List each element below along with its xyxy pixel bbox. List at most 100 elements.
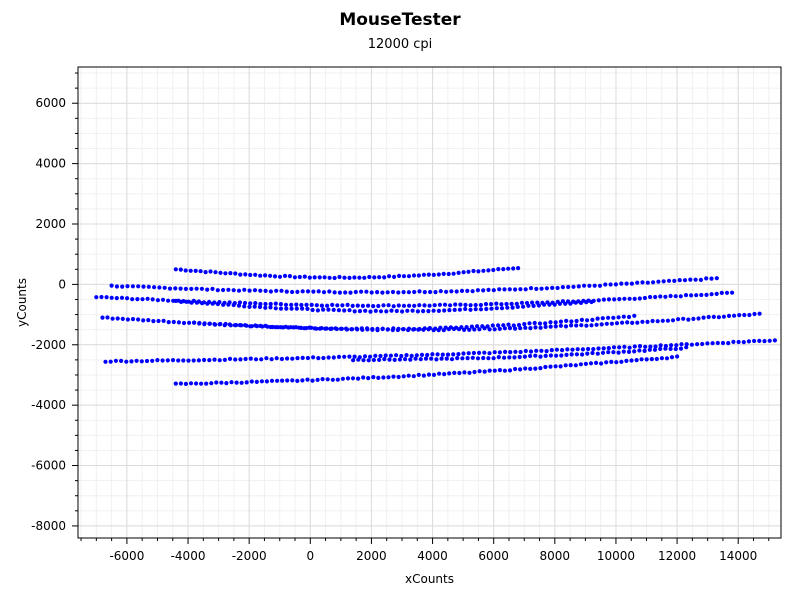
data-point: [714, 276, 719, 281]
data-point: [507, 326, 513, 331]
data-point: [449, 289, 454, 294]
data-point: [421, 373, 426, 378]
data-point: [523, 348, 528, 354]
data-point: [438, 289, 443, 294]
data-point: [461, 270, 466, 275]
data-point: [332, 290, 337, 295]
data-point: [614, 321, 620, 326]
data-point: [316, 289, 321, 294]
data-point: [205, 287, 210, 292]
data-point: [352, 309, 357, 314]
data-point: [630, 320, 635, 325]
data-point: [448, 325, 453, 330]
data-point: [523, 325, 528, 330]
data-point: [724, 290, 730, 295]
data-point: [679, 342, 684, 347]
plot-frame: [77, 66, 782, 539]
data-point: [294, 302, 299, 307]
data-point: [399, 353, 404, 359]
data-point: [268, 305, 273, 310]
data-point: [287, 274, 292, 279]
data-point: [278, 302, 283, 307]
data-point: [236, 303, 242, 308]
data-point: [564, 318, 569, 323]
data-point: [282, 273, 288, 278]
data-point: [414, 353, 419, 358]
data-point: [390, 289, 396, 295]
data-point: [457, 370, 462, 376]
data-point: [635, 280, 640, 285]
data-point: [621, 349, 626, 354]
data-point: [305, 355, 310, 361]
data-point: [362, 275, 367, 280]
data-point: [665, 318, 671, 323]
data-point: [481, 268, 486, 273]
data-point: [325, 377, 330, 382]
data-point: [654, 356, 659, 362]
data-point: [231, 302, 236, 308]
data-point: [487, 368, 492, 373]
data-point: [462, 327, 467, 332]
data-point: [238, 357, 243, 362]
data-point: [396, 374, 401, 380]
data-point: [757, 311, 762, 316]
data-point: [585, 351, 590, 356]
data-point: [676, 317, 681, 322]
data-point: [400, 309, 405, 314]
data-point: [632, 344, 637, 349]
data-point: [453, 302, 458, 307]
data-point: [272, 274, 278, 279]
data-point: [711, 314, 716, 319]
data-point: [171, 319, 176, 325]
data-point: [247, 288, 252, 293]
data-point: [337, 290, 342, 295]
data-point: [371, 304, 376, 309]
data-point: [467, 370, 472, 375]
data-point: [408, 357, 413, 362]
data-point: [518, 326, 523, 331]
data-point: [239, 323, 244, 328]
data-point: [563, 324, 569, 329]
data-point: [386, 303, 391, 308]
data-point: [532, 320, 537, 326]
data-point: [442, 302, 448, 307]
data-point: [658, 346, 663, 351]
data-point: [637, 344, 643, 349]
data-point: [109, 295, 114, 300]
data-point: [397, 357, 402, 362]
data-point: [691, 316, 696, 321]
data-point: [161, 318, 166, 323]
data-point: [413, 356, 418, 361]
data-point: [328, 326, 333, 331]
data-point: [518, 287, 523, 292]
data-point: [566, 284, 571, 290]
data-point: [475, 324, 480, 329]
data-point: [315, 308, 320, 313]
data-point: [499, 302, 504, 307]
data-point: [157, 285, 162, 290]
data-point: [470, 289, 475, 294]
data-point: [461, 351, 466, 356]
data-point: [274, 288, 279, 293]
data-point: [701, 315, 706, 320]
data-point: [699, 292, 704, 298]
x-tick-label: 14000: [719, 549, 757, 563]
x-tick-label: 2000: [356, 549, 387, 563]
data-point: [446, 271, 451, 277]
x-tick-label: 0: [306, 549, 314, 563]
data-point: [327, 289, 332, 294]
data-point: [653, 344, 658, 349]
data-point: [497, 350, 502, 355]
data-point: [146, 318, 151, 323]
data-point: [726, 313, 732, 318]
data-point: [659, 356, 665, 361]
data-point: [347, 308, 352, 313]
data-point: [289, 302, 294, 307]
data-point: [473, 302, 478, 308]
data-point: [418, 357, 423, 362]
data-point: [207, 358, 212, 363]
data-point: [480, 324, 485, 329]
data-point: [310, 378, 315, 383]
data-point: [467, 327, 472, 332]
data-point: [165, 358, 170, 363]
